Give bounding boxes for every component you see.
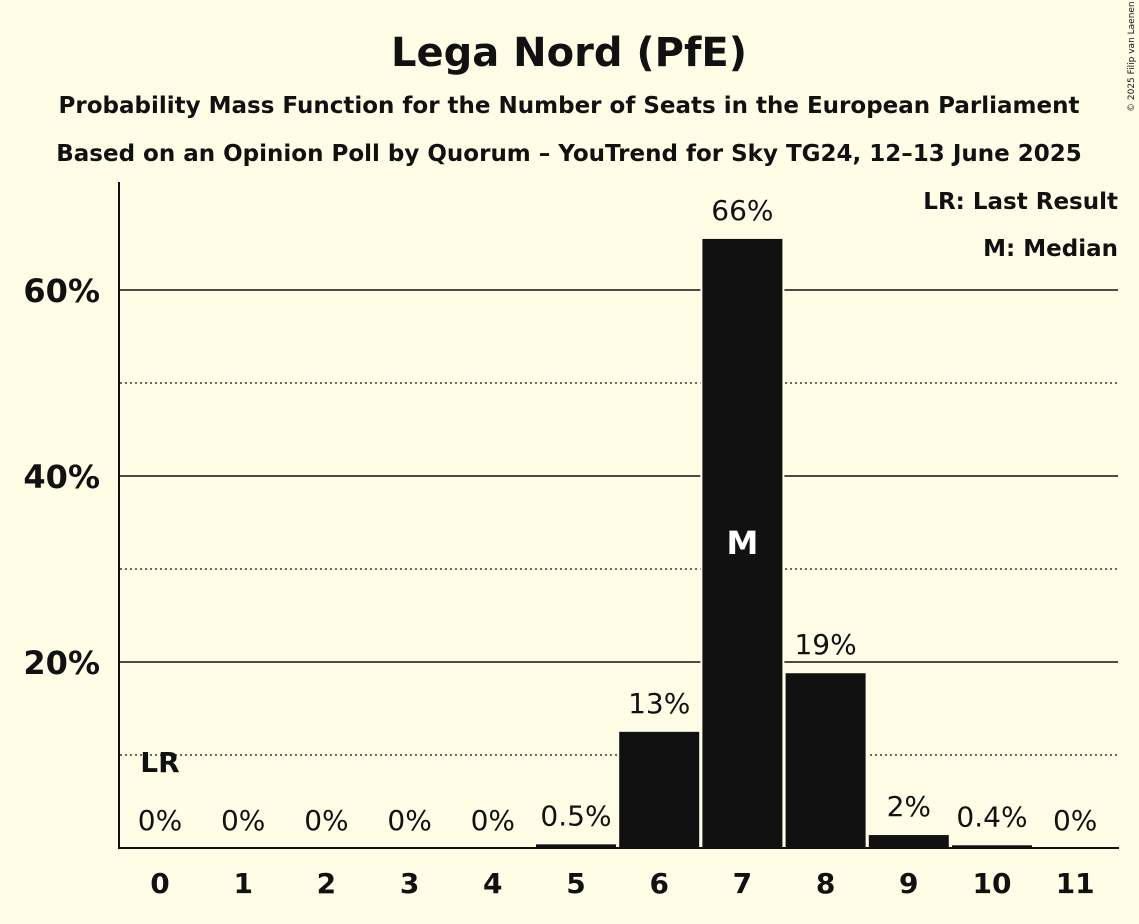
last-result-marker: LR — [140, 746, 179, 779]
x-tick-label: 3 — [400, 867, 419, 900]
data-label: 0% — [387, 804, 431, 837]
data-label: 0% — [221, 804, 265, 837]
data-label: 0.4% — [956, 800, 1027, 833]
y-tick-label: 60% — [23, 272, 100, 310]
x-tick-label: 4 — [483, 867, 502, 900]
x-tick-label: 5 — [566, 867, 585, 900]
data-label: 13% — [628, 687, 690, 720]
x-tick-label: 10 — [973, 867, 1012, 900]
legend-median: M: Median — [983, 236, 1118, 262]
median-marker: M — [726, 524, 758, 562]
x-tick-label: 0 — [150, 867, 169, 900]
legend-last-result: LR: Last Result — [923, 189, 1118, 215]
data-label: 19% — [794, 628, 856, 661]
bar-8 — [783, 671, 868, 849]
bar-6 — [617, 729, 702, 850]
chart-subtitle: Probability Mass Function for the Number… — [59, 93, 1080, 119]
bar-9 — [866, 833, 951, 849]
data-label: 66% — [711, 194, 773, 227]
x-tick-label: 2 — [317, 867, 336, 900]
x-tick-label: 8 — [816, 867, 835, 900]
bar-7 — [700, 236, 785, 850]
x-tick-label: 6 — [649, 867, 668, 900]
data-label: 0% — [138, 804, 182, 837]
data-label: 0% — [1053, 804, 1097, 837]
data-label: 0% — [471, 804, 515, 837]
data-label: 0.5% — [540, 799, 611, 832]
copyright: © 2025 Filip van Laenen — [1127, 1, 1137, 112]
data-label: 0% — [304, 804, 348, 837]
x-tick-label: 1 — [233, 867, 252, 900]
data-label: 2% — [887, 790, 931, 823]
chart-title: Lega Nord (PfE) — [391, 30, 747, 76]
x-tick-label: 11 — [1056, 867, 1095, 900]
chart-subtitle-2: Based on an Opinion Poll by Quorum – You… — [56, 141, 1082, 167]
y-tick-label: 40% — [23, 458, 100, 496]
x-tick-label: 7 — [733, 867, 752, 900]
y-tick-label: 20% — [23, 644, 100, 682]
x-tick-label: 9 — [899, 867, 918, 900]
